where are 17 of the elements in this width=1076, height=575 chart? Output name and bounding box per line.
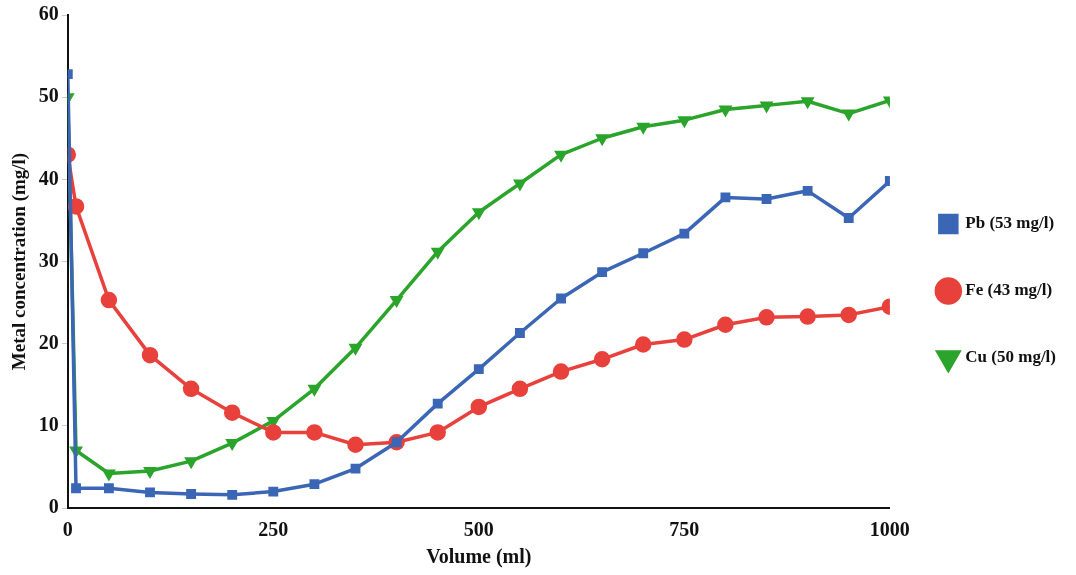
y-tick-label: 40 (38, 166, 59, 189)
x-axis-title: Volume (ml) (426, 545, 532, 569)
y-tick-label: 30 (38, 248, 59, 271)
y-tick-label: 0 (48, 495, 59, 518)
legend-label: Fe (43 mg/l) (965, 280, 1053, 300)
legend-label: Cu (50 mg/l) (965, 347, 1057, 367)
x-tick-label: 500 (463, 518, 494, 541)
y-tick-label: 60 (38, 2, 59, 25)
x-tick-label: 750 (669, 518, 700, 541)
y-tick-label: 10 (38, 413, 59, 436)
x-tick-label: 1000 (869, 518, 910, 541)
x-tick-label: 250 (258, 518, 289, 541)
x-tick-label: 0 (62, 518, 73, 541)
y-axis-title: Metal concentration (mg/l) (8, 152, 31, 371)
legend-label: Pb (53 mg/l) (965, 213, 1055, 233)
y-tick-label: 50 (38, 84, 59, 107)
y-tick-label: 20 (38, 330, 59, 353)
